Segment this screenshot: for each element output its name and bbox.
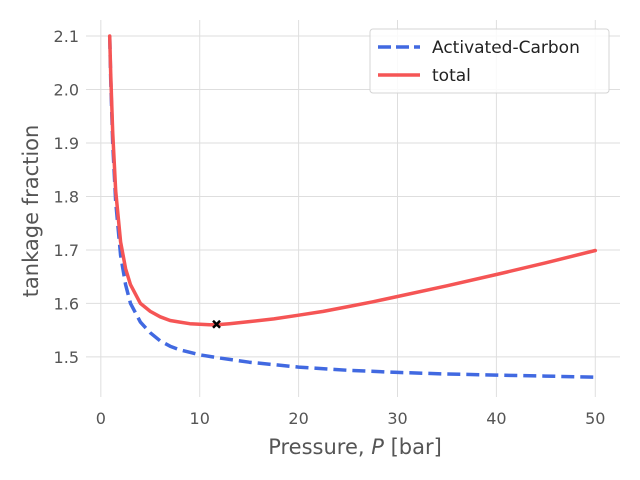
- y-tick-label: 2.1: [54, 27, 79, 46]
- y-tick-label: 1.9: [54, 134, 79, 153]
- x-axis-label: Pressure, P [bar]: [268, 435, 442, 459]
- y-tick-label: 1.7: [54, 241, 79, 260]
- legend-box: [369, 28, 610, 94]
- y-tick-label: 2.0: [54, 81, 79, 100]
- series-line-total: [107, 34, 598, 327]
- marker-layer: [212, 319, 221, 329]
- x-tick-label: 30: [387, 409, 407, 428]
- x-tick-label: 50: [585, 409, 605, 428]
- legend: Activated-Carbon total: [369, 28, 610, 94]
- y-axis-ticks: 1.5 1.6 1.7 1.8 1.9 2.0 2.1: [54, 27, 79, 367]
- x-tick-label: 40: [486, 409, 506, 428]
- y-axis-label: tankage fraction: [19, 125, 43, 298]
- minimum-marker: [212, 319, 221, 329]
- x-tick-label: 0: [96, 409, 106, 428]
- x-tick-label: 10: [190, 409, 210, 428]
- plot-series: [107, 34, 598, 379]
- y-tick-label: 1.5: [54, 348, 79, 367]
- y-tick-label: 1.8: [54, 187, 79, 206]
- x-tick-label: 20: [288, 409, 308, 428]
- legend-label-activated-carbon: Activated-Carbon: [432, 38, 580, 58]
- legend-label-total: total: [432, 66, 471, 86]
- x-axis-ticks: 0 10 20 30 40 50: [96, 409, 606, 428]
- y-tick-label: 1.6: [54, 294, 79, 313]
